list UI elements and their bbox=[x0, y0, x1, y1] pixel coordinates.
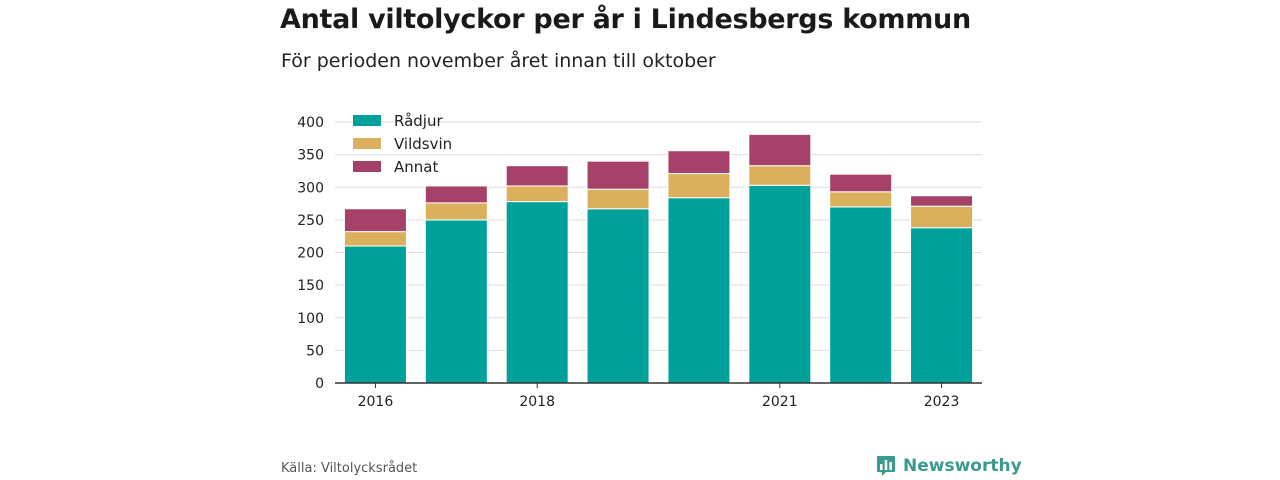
brand-logo: Newsworthy bbox=[876, 455, 1022, 477]
bar-segment-rådjur bbox=[910, 227, 974, 384]
bar-segment-annat bbox=[667, 150, 731, 175]
y-tick-label: 350 bbox=[297, 148, 324, 164]
y-tick-label: 50 bbox=[306, 343, 324, 359]
bar-segment-vildsvin bbox=[505, 185, 569, 203]
y-tick-label: 250 bbox=[297, 213, 324, 229]
y-tick-label: 200 bbox=[297, 246, 324, 262]
bar-segment-rådjur bbox=[424, 219, 488, 384]
bar-segment-annat bbox=[829, 173, 893, 193]
brand-name: Newsworthy bbox=[903, 456, 1022, 476]
bar-segment-vildsvin bbox=[748, 165, 812, 186]
bar-segment-rådjur bbox=[748, 184, 812, 384]
legend-label: Annat bbox=[394, 158, 438, 176]
bar-segment-annat bbox=[343, 208, 407, 233]
bar-segment-rådjur bbox=[667, 197, 731, 384]
bar-segment-rådjur bbox=[829, 206, 893, 384]
bar-segment-annat bbox=[424, 185, 488, 204]
legend-label: Rådjur bbox=[394, 112, 443, 130]
bar-segment-vildsvin bbox=[343, 231, 407, 247]
bar-segment-annat bbox=[910, 195, 974, 207]
bar-segment-annat bbox=[586, 160, 650, 190]
bar-segment-annat bbox=[505, 165, 569, 187]
bar-segment-rådjur bbox=[505, 201, 569, 384]
legend-swatch-rådjur bbox=[353, 115, 381, 126]
y-tick-label: 300 bbox=[297, 180, 324, 196]
y-tick-label: 100 bbox=[297, 311, 324, 327]
x-tick-label: 2021 bbox=[762, 394, 798, 410]
x-tick-label: 2018 bbox=[519, 394, 555, 410]
bar-segment-vildsvin bbox=[829, 191, 893, 208]
y-tick-label: 400 bbox=[297, 115, 324, 131]
y-tick-label: 150 bbox=[297, 278, 324, 294]
x-tick-label: 2016 bbox=[358, 394, 394, 410]
bar-segment-vildsvin bbox=[586, 188, 650, 210]
newsworthy-logo-icon bbox=[877, 456, 895, 476]
legend-label: Vildsvin bbox=[394, 135, 452, 153]
x-tick-label: 2023 bbox=[924, 394, 960, 410]
bar-segment-rådjur bbox=[343, 245, 407, 384]
bar-segment-vildsvin bbox=[424, 202, 488, 221]
source-note: Källa: Viltolycksrådet bbox=[281, 461, 418, 476]
bar-segment-vildsvin bbox=[667, 173, 731, 199]
legend-swatch-annat bbox=[353, 161, 381, 172]
chart-subtitle: För perioden november året innan till ok… bbox=[281, 50, 716, 72]
chart-title: Antal viltolyckor per år i Lindesbergs k… bbox=[280, 4, 971, 35]
legend-swatch-vildsvin bbox=[353, 138, 381, 149]
bar-segment-rådjur bbox=[586, 208, 650, 384]
bar-segment-annat bbox=[748, 133, 812, 167]
y-tick-label: 0 bbox=[315, 376, 324, 392]
bar-segment-vildsvin bbox=[910, 205, 974, 229]
